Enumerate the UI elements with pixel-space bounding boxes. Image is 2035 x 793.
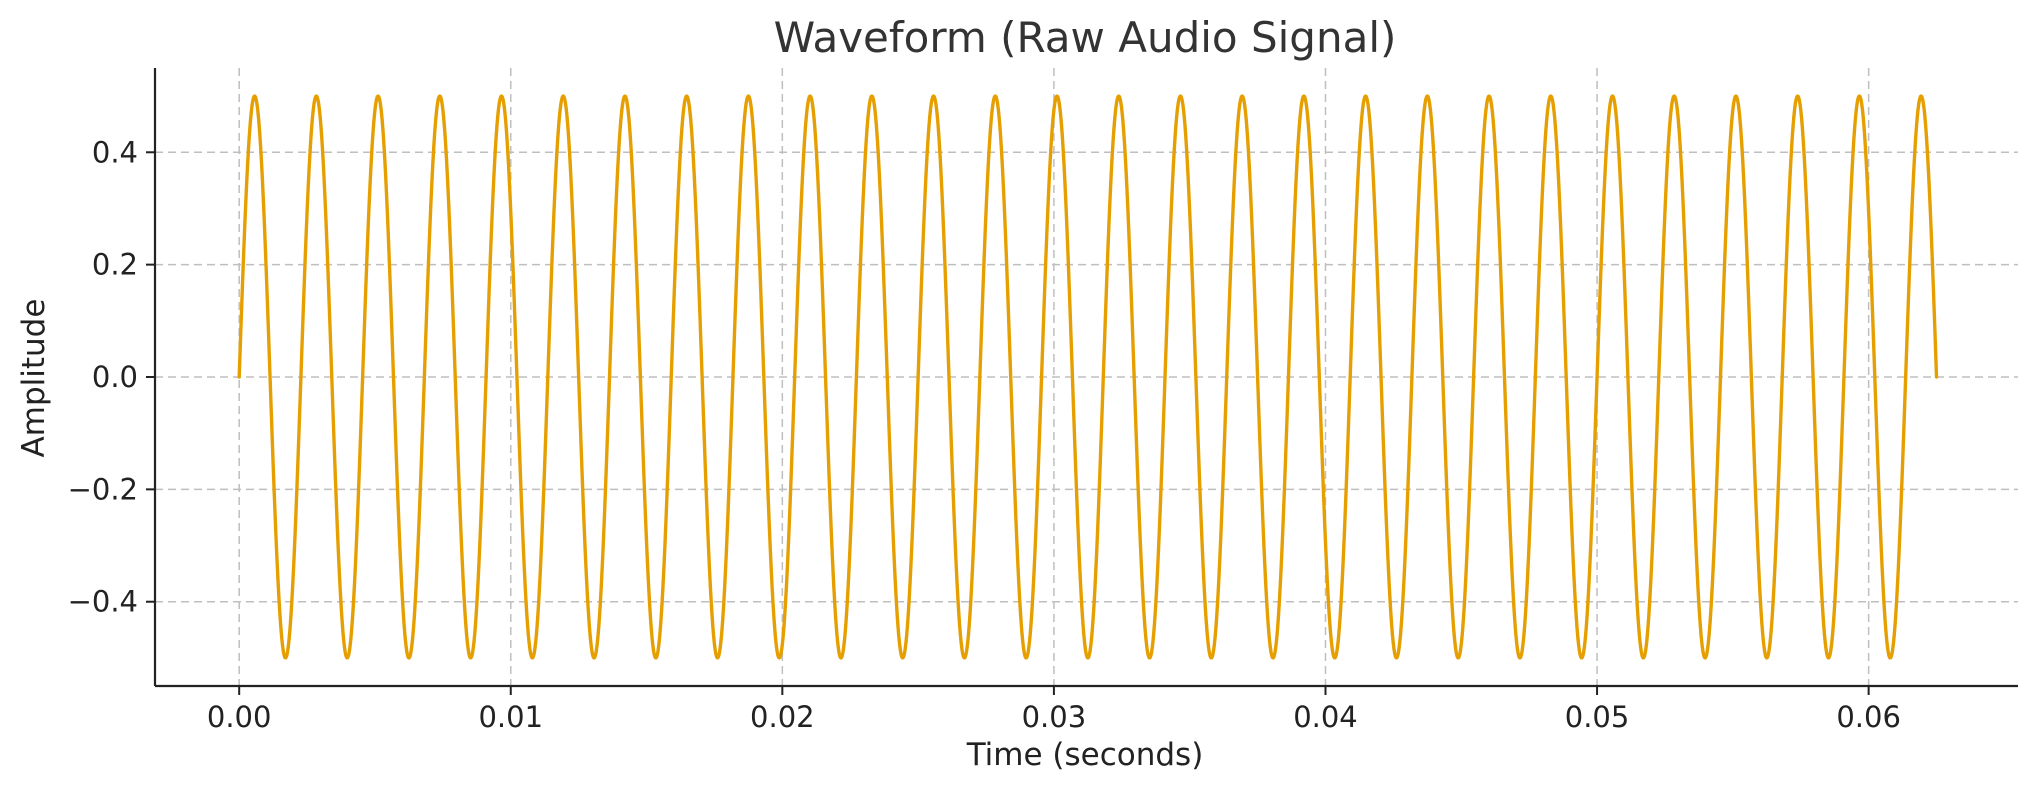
y-tick-label: 0.2 [92, 248, 138, 282]
x-tick-label: 0.03 [1022, 700, 1087, 734]
y-tick-label: 0.0 [92, 360, 138, 394]
chart-title: Waveform (Raw Audio Signal) [774, 13, 1397, 62]
series-layer [237, 94, 1939, 660]
ticks: 0.00 0.01 0.02 0.03 0.04 0.05 0.06 −0.4 −0.2 0.0 0… [68, 135, 1901, 734]
y-tick-label: 0.4 [92, 135, 138, 169]
x-tick-label: 0.05 [1565, 700, 1630, 734]
x-axis-label: Time (seconds) [966, 737, 1204, 773]
x-tick-label: 0.01 [478, 700, 543, 734]
y-tick-label: −0.2 [68, 472, 138, 506]
x-tick-label: 0.00 [207, 700, 272, 734]
x-tick-label: 0.02 [750, 700, 815, 734]
grid [155, 68, 2018, 686]
x-tick-label: 0.06 [1836, 700, 1901, 734]
x-tick-label: 0.04 [1293, 700, 1358, 734]
waveform-line [237, 94, 1939, 660]
y-axis-label: Amplitude [16, 299, 52, 458]
y-tick-label: −0.4 [68, 585, 138, 619]
